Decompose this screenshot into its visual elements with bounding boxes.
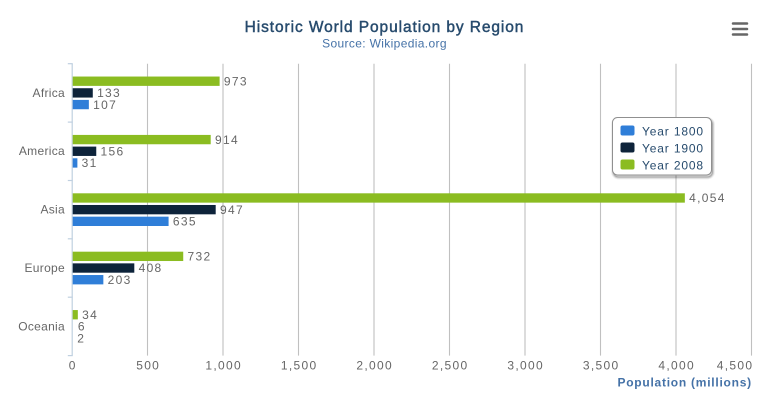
svg-text:107: 107 [93,98,117,112]
svg-text:4,500: 4,500 [717,359,754,373]
svg-text:500: 500 [136,359,160,373]
svg-text:914: 914 [215,133,239,147]
svg-text:973: 973 [224,74,248,88]
svg-text:1,000: 1,000 [205,359,242,373]
svg-text:Year 1800: Year 1800 [642,125,704,139]
svg-text:Year 1900: Year 1900 [642,142,704,156]
svg-text:Population (millions): Population (millions) [617,376,751,390]
svg-text:Asia: Asia [40,203,65,217]
svg-text:4,054: 4,054 [689,191,726,205]
svg-text:203: 203 [108,273,132,287]
svg-text:3,500: 3,500 [583,359,620,373]
svg-text:31: 31 [82,156,98,170]
svg-text:947: 947 [220,203,244,217]
svg-text:Europe: Europe [25,261,66,275]
svg-text:2,000: 2,000 [356,359,393,373]
svg-text:Year 2008: Year 2008 [642,159,704,173]
svg-text:0: 0 [69,359,77,373]
svg-text:1,500: 1,500 [281,359,318,373]
svg-text:Oceania: Oceania [18,319,65,333]
svg-text:Historic World Population by R: Historic World Population by Region [245,19,525,36]
svg-text:3,000: 3,000 [507,359,544,373]
svg-text:Africa: Africa [33,86,65,100]
svg-text:2,500: 2,500 [432,359,469,373]
svg-text:408: 408 [139,261,163,275]
svg-text:635: 635 [173,215,197,229]
svg-text:34: 34 [82,308,98,322]
svg-text:133: 133 [97,86,121,100]
svg-text:6: 6 [78,320,86,334]
svg-text:2: 2 [77,331,85,345]
svg-text:156: 156 [101,144,125,158]
svg-text:Source: Wikipedia.org: Source: Wikipedia.org [322,36,447,50]
svg-text:America: America [19,144,65,158]
svg-text:4,000: 4,000 [658,359,695,373]
svg-text:732: 732 [188,250,212,264]
